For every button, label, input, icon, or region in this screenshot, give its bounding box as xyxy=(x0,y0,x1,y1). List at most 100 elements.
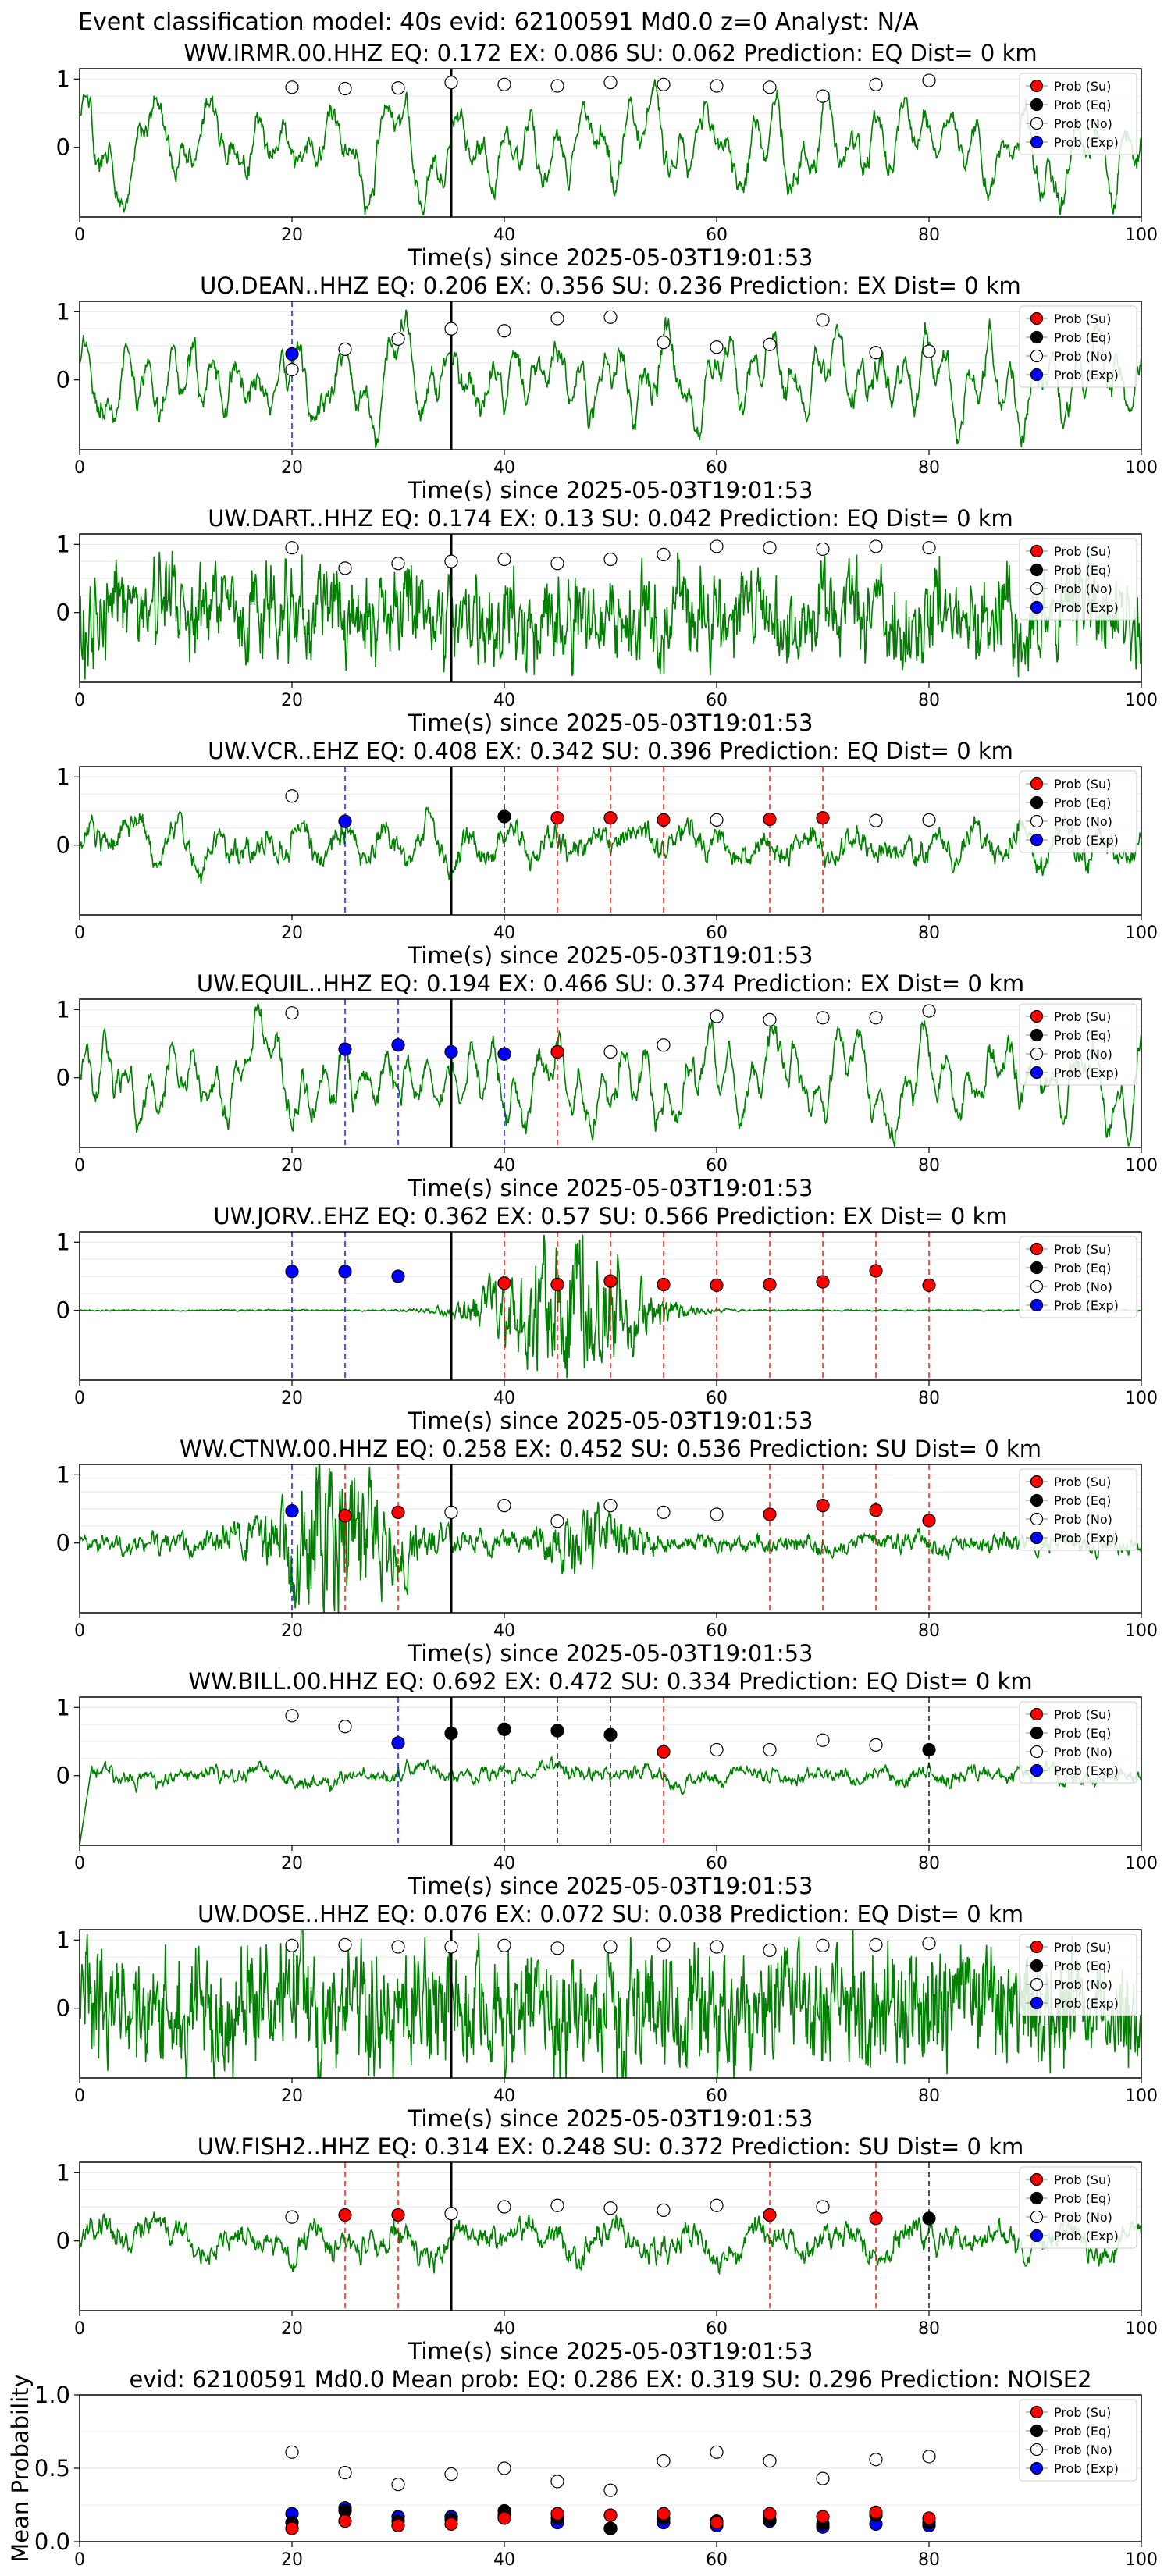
legend-marker-su xyxy=(1030,1242,1044,1256)
legend-label-exp: Prob (Exp) xyxy=(1054,1763,1119,1778)
prob-marker-no xyxy=(869,1738,883,1752)
prob-marker-no xyxy=(816,89,830,103)
prob-marker-su xyxy=(763,1507,777,1521)
y-tick-label: 0 xyxy=(56,1763,70,1789)
station-panel-9: UW.DOSE..HHZ EQ: 0.076 EX: 0.072 SU: 0.0… xyxy=(56,1901,1158,2132)
mean-prob-marker-su xyxy=(763,2507,777,2521)
x-tick-label: 60 xyxy=(706,923,728,943)
legend-frame xyxy=(1019,1468,1137,1551)
mean-prob-marker-no xyxy=(444,2467,458,2482)
x-tick-label: 20 xyxy=(281,2550,303,2570)
panel-title: UW.VCR..EHZ EQ: 0.408 EX: 0.342 SU: 0.39… xyxy=(208,738,1013,764)
x-axis-label: Time(s) since 2025-05-03T19:01:53 xyxy=(408,710,813,736)
prob-marker-no xyxy=(922,1937,936,1951)
legend-marker-exp xyxy=(1030,2461,1044,2475)
legend-label-su: Prob (Su) xyxy=(1054,1940,1111,1955)
prob-marker-no xyxy=(338,1937,352,1952)
mean-prob-marker-no xyxy=(657,2454,671,2468)
prob-marker-no xyxy=(603,76,618,90)
legend-marker-eq xyxy=(1030,330,1044,344)
prob-marker-no xyxy=(657,1505,671,1519)
prob-marker-no xyxy=(603,552,618,567)
station-panel-6: UW.JORV..EHZ EQ: 0.362 EX: 0.57 SU: 0.56… xyxy=(56,1203,1158,1434)
legend-marker-exp xyxy=(1030,1996,1044,2010)
x-tick-label: 100 xyxy=(1125,1389,1158,1408)
prob-marker-no xyxy=(550,311,564,326)
legend-marker-exp xyxy=(1030,1531,1044,1545)
legend-label-exp: Prob (Exp) xyxy=(1054,1996,1119,2011)
x-tick-label: 40 xyxy=(493,1389,515,1408)
x-tick-label: 100 xyxy=(1125,1156,1158,1176)
station-panels: WW.IRMR.00.HHZ EQ: 0.172 EX: 0.086 SU: 0… xyxy=(7,40,1158,2570)
legend: Prob (Su) Prob (Eq) Prob (No) Prob (Exp) xyxy=(1019,2166,1137,2249)
x-tick-label: 20 xyxy=(281,1854,303,1873)
prob-marker-no xyxy=(869,1011,883,1025)
legend-marker-eq xyxy=(1030,2191,1044,2205)
prob-marker-no xyxy=(497,2200,511,2214)
legend-label-no: Prob (No) xyxy=(1054,814,1112,829)
x-tick-label: 40 xyxy=(493,458,515,478)
prob-marker-no xyxy=(444,554,458,568)
legend-label-no: Prob (No) xyxy=(1054,1977,1112,1992)
legend-marker-exp xyxy=(1030,833,1044,847)
prob-marker-eq xyxy=(497,1722,511,1736)
prob-marker-no xyxy=(391,1940,405,1954)
plot-frame xyxy=(79,766,1142,916)
prob-marker-no xyxy=(603,2201,618,2215)
y-tick-label: 0 xyxy=(56,600,70,626)
x-tick-label: 60 xyxy=(706,1854,728,1873)
x-tick-label: 100 xyxy=(1125,226,1158,245)
prob-marker-su xyxy=(338,1509,352,1523)
x-tick-label: 0 xyxy=(74,2319,85,2339)
legend-marker-exp xyxy=(1030,1763,1044,1777)
prob-marker-no xyxy=(763,80,777,94)
legend-frame xyxy=(1019,1701,1137,1784)
legend-label-exp: Prob (Exp) xyxy=(1054,833,1119,848)
legend-marker-no xyxy=(1030,582,1044,596)
x-tick-label: 0 xyxy=(74,458,85,478)
legend-label-su: Prob (Su) xyxy=(1054,777,1111,792)
prob-marker-no xyxy=(657,1038,671,1052)
mean-probability-panel: evid: 62100591 Md0.0 Mean prob: EQ: 0.28… xyxy=(7,2366,1158,2570)
prob-marker-no xyxy=(763,1742,777,1757)
legend-label-no: Prob (No) xyxy=(1054,1047,1112,1062)
x-tick-label: 60 xyxy=(706,1156,728,1176)
x-tick-label: 60 xyxy=(706,2319,728,2339)
x-tick-label: 80 xyxy=(918,1389,940,1408)
legend-frame xyxy=(1019,1236,1137,1318)
legend-label-eq: Prob (Eq) xyxy=(1054,2424,1111,2439)
prob-marker-eq xyxy=(497,809,511,824)
legend-frame xyxy=(1019,2166,1137,2249)
mean-prob-marker-su xyxy=(285,2521,299,2535)
prob-marker-no xyxy=(710,539,724,553)
y-tick-label: 1 xyxy=(56,763,70,790)
y-tick-label: 0 xyxy=(56,367,70,393)
mean-prob-marker-eq xyxy=(603,2521,618,2535)
seismic-trace xyxy=(80,2211,1141,2275)
prob-marker-no xyxy=(922,73,936,87)
prob-marker-no xyxy=(497,1938,511,1952)
legend: Prob (Su) Prob (Eq) Prob (No) Prob (Exp) xyxy=(1019,1003,1137,1086)
prob-marker-no xyxy=(338,342,352,356)
x-tick-label: 0 xyxy=(74,923,85,943)
plot-frame xyxy=(79,68,1142,218)
legend-label-su: Prob (Su) xyxy=(1054,544,1111,559)
prob-marker-no xyxy=(922,1004,936,1018)
prob-marker-su xyxy=(922,1278,936,1292)
legend-marker-eq xyxy=(1030,1493,1044,1507)
legend-label-exp: Prob (Exp) xyxy=(1054,368,1119,382)
prob-marker-exp xyxy=(285,1265,299,1279)
legend-label-exp: Prob (Exp) xyxy=(1054,2461,1119,2476)
legend-marker-exp xyxy=(1030,135,1044,149)
legend: Prob (Su) Prob (Eq) Prob (No) Prob (Exp) xyxy=(1019,1236,1137,1318)
prob-marker-no xyxy=(816,1011,830,1025)
panel-title: UW.JORV..EHZ EQ: 0.362 EX: 0.57 SU: 0.56… xyxy=(213,1203,1007,1229)
y-tick-label: 0 xyxy=(56,134,70,161)
mean-prob-marker-no xyxy=(285,2445,299,2459)
x-tick-label: 40 xyxy=(493,2550,515,2570)
prob-marker-no xyxy=(922,344,936,358)
legend-marker-no xyxy=(1030,116,1044,130)
legend-marker-exp xyxy=(1030,1298,1044,1312)
legend-label-su: Prob (Su) xyxy=(1054,2172,1111,2187)
legend-label-exp: Prob (Exp) xyxy=(1054,2229,1119,2243)
